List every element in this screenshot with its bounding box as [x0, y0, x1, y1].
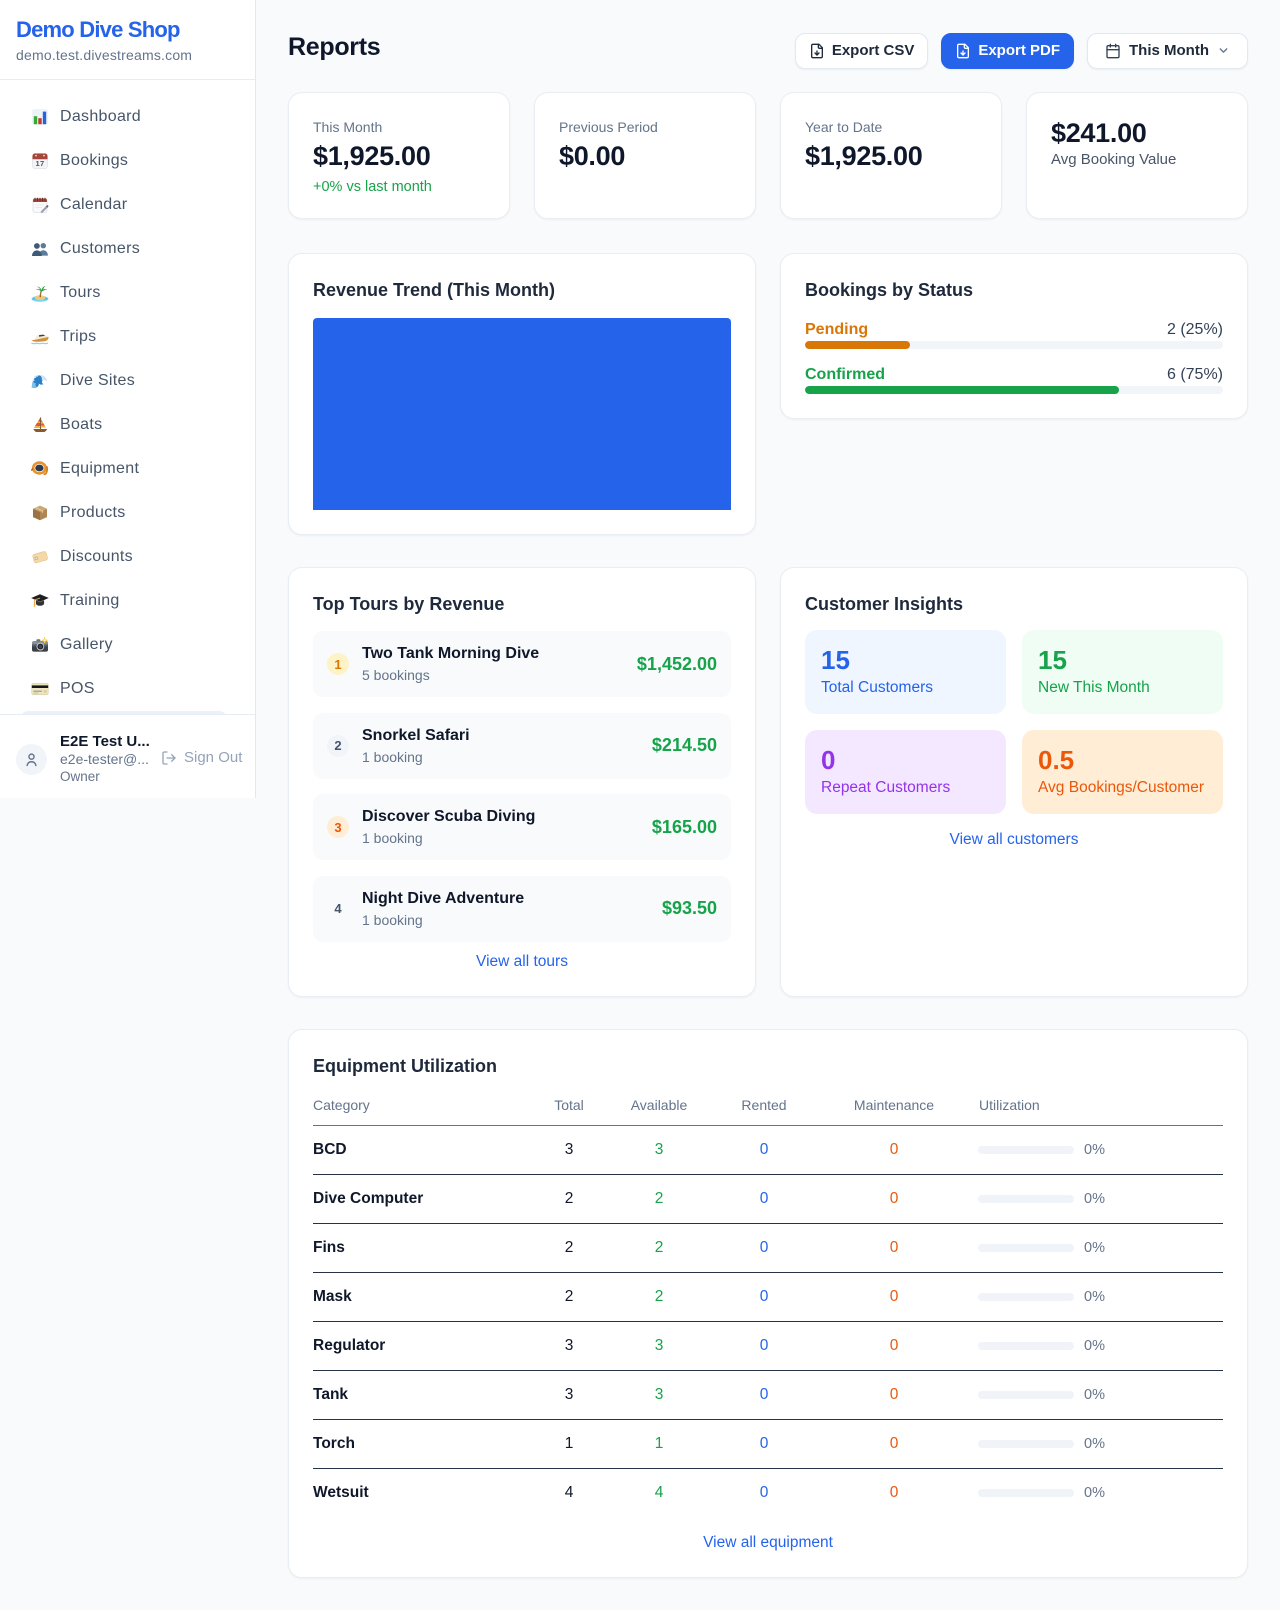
svg-text:17: 17 — [36, 159, 45, 168]
